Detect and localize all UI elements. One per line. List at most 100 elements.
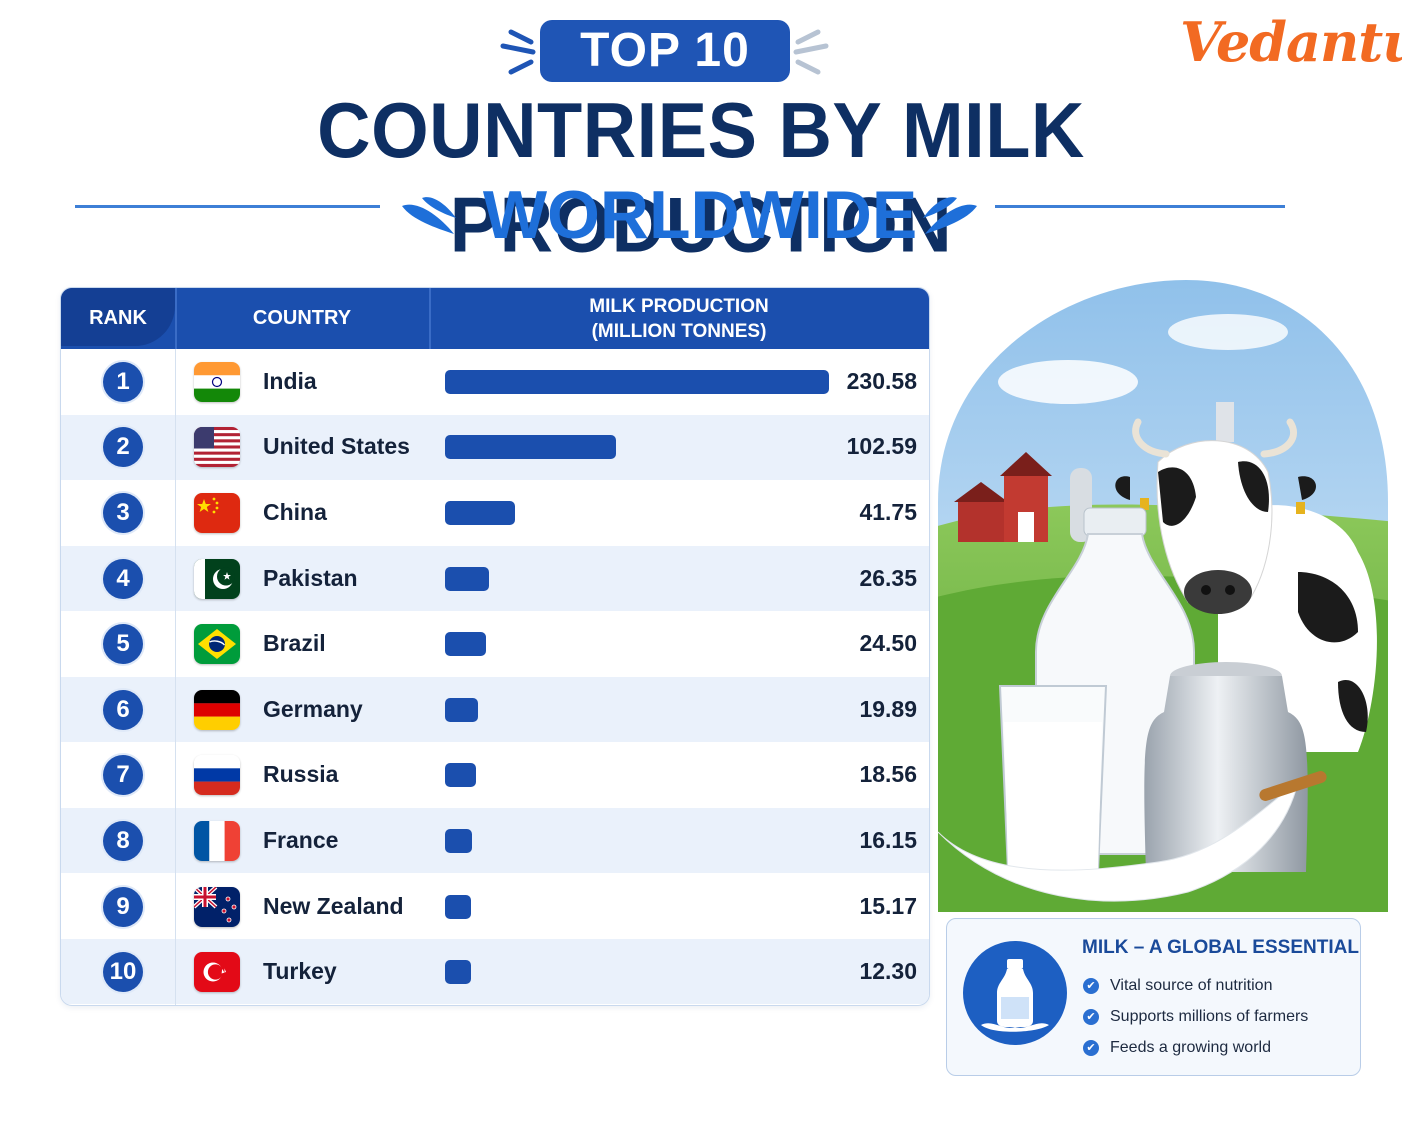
country-name: India xyxy=(263,367,317,394)
production-bar xyxy=(445,960,471,985)
country-name: Pakistan xyxy=(263,564,358,591)
table-row: 3 China 41.75 xyxy=(61,480,929,545)
header-production: MILK PRODUCTION (MILLION TONNES) xyxy=(429,288,929,349)
milk-bottle-circle-icon xyxy=(963,941,1067,1045)
country-name: United States xyxy=(263,433,410,460)
rank-badge: 1 xyxy=(103,361,143,402)
production-bar xyxy=(445,369,829,394)
ranking-table: RANK COUNTRY MILK PRODUCTION (MILLION TO… xyxy=(60,287,930,1006)
new-zealand-flag-icon xyxy=(194,886,240,927)
check-icon: ✔ xyxy=(1083,1009,1099,1025)
china-flag-icon xyxy=(194,492,240,533)
production-value: 26.35 xyxy=(859,564,917,591)
dairy-illustration xyxy=(937,280,1388,912)
production-bar xyxy=(445,894,471,919)
table-row: 5 Brazil 24.50 xyxy=(61,611,929,676)
rank-badge: 6 xyxy=(103,689,143,730)
table-row: 1 India 230.58 xyxy=(61,349,929,414)
page-subtitle: WORLDWIDE xyxy=(482,177,918,253)
vedantu-logo: Vedantu xyxy=(1180,10,1402,74)
info-item: ✔ Vital source of nutrition xyxy=(1083,977,1272,995)
rank-badge: 9 xyxy=(103,886,143,927)
check-icon: ✔ xyxy=(1083,1040,1099,1056)
production-value: 41.75 xyxy=(859,498,917,525)
table-row: 9 New Zealand 15.17 xyxy=(61,874,929,939)
splash-drop-right-icon xyxy=(923,197,977,234)
rank-badge: 5 xyxy=(103,624,143,665)
barn-icon xyxy=(954,452,1052,542)
france-flag-icon xyxy=(194,820,240,861)
production-value: 12.30 xyxy=(859,958,917,985)
splash-left-icon xyxy=(500,29,536,75)
header-divider xyxy=(175,288,177,349)
top10-badge: TOP 10 xyxy=(540,20,790,82)
production-value: 19.89 xyxy=(859,695,917,722)
country-name: Russia xyxy=(263,761,339,788)
title-rule-right xyxy=(995,205,1285,208)
title-rule-left xyxy=(75,205,380,208)
check-icon: ✔ xyxy=(1083,978,1099,994)
tower-icon xyxy=(1216,402,1234,442)
table-row: 2 United States 102.59 xyxy=(61,414,929,480)
production-bar xyxy=(445,566,489,591)
info-item-label: Vital source of nutrition xyxy=(1110,977,1273,994)
production-value: 18.56 xyxy=(859,761,917,788)
rank-badge: 10 xyxy=(103,952,143,993)
production-bar xyxy=(445,500,515,525)
rank-badge: 7 xyxy=(103,755,143,796)
header-production-line2: (MILLION TONNES) xyxy=(591,320,767,342)
info-item-label: Feeds a growing world xyxy=(1110,1039,1271,1056)
info-item: ✔ Feeds a growing world xyxy=(1083,1039,1271,1057)
russia-flag-icon xyxy=(194,755,240,796)
cow-icon xyxy=(1115,418,1377,752)
rank-column-divider xyxy=(175,349,176,1005)
rank-header-tab xyxy=(61,288,175,346)
germany-flag-icon xyxy=(194,689,240,730)
info-item-label: Supports millions of farmers xyxy=(1110,1008,1309,1025)
header-rank: RANK xyxy=(89,307,147,329)
production-value: 24.50 xyxy=(859,630,917,657)
wooden-handle-icon xyxy=(1259,771,1327,801)
turkey-flag-icon xyxy=(194,952,240,993)
table-row: 7 Russia 18.56 xyxy=(61,743,929,808)
table-header: RANK COUNTRY MILK PRODUCTION (MILLION TO… xyxy=(61,288,929,349)
splash-right-icon xyxy=(793,29,829,75)
production-value: 16.15 xyxy=(859,826,917,853)
production-value: 15.17 xyxy=(859,892,917,919)
brazil-flag-icon xyxy=(194,624,240,665)
header-divider xyxy=(429,288,431,349)
rank-badge: 3 xyxy=(103,492,143,533)
country-name: China xyxy=(263,498,327,525)
bottle-splash-icon xyxy=(981,959,1049,1032)
pakistan-flag-icon xyxy=(194,558,240,599)
production-bar xyxy=(445,763,476,788)
india-flag-icon xyxy=(194,361,240,402)
country-name: New Zealand xyxy=(263,892,404,919)
splash-drop-left-icon xyxy=(402,197,456,234)
header-production-line1: MILK PRODUCTION xyxy=(589,295,769,317)
rank-badge: 2 xyxy=(103,427,143,468)
country-name: Brazil xyxy=(263,630,326,657)
milk-glass-icon xyxy=(998,685,1108,873)
table-row: 6 Germany 19.89 xyxy=(61,677,929,742)
info-item: ✔ Supports millions of farmers xyxy=(1083,1008,1308,1026)
usa-flag-icon xyxy=(194,427,240,468)
table-row: 4 Pakistan 26.35 xyxy=(61,545,929,611)
header-country: COUNTRY xyxy=(252,307,352,329)
rank-badge: 8 xyxy=(103,820,143,861)
table-row: 8 France 16.15 xyxy=(61,808,929,874)
info-title: MILK – A GLOBAL ESSENTIAL xyxy=(1082,937,1359,958)
country-name: France xyxy=(263,826,339,853)
production-value: 230.58 xyxy=(846,367,917,394)
production-bar xyxy=(445,828,472,853)
production-bar xyxy=(445,632,486,657)
info-card: MILK – A GLOBAL ESSENTIAL ✔ Vital source… xyxy=(946,918,1361,1076)
country-name: Germany xyxy=(263,695,363,722)
production-bar xyxy=(445,697,479,722)
country-name: Turkey xyxy=(263,958,337,985)
rank-badge: 4 xyxy=(103,558,143,599)
page-title: COUNTRIES BY MILK PRODUCTION xyxy=(317,86,1085,269)
table-row: 10 Turkey 12.30 xyxy=(61,939,929,1005)
production-bar xyxy=(445,435,616,460)
